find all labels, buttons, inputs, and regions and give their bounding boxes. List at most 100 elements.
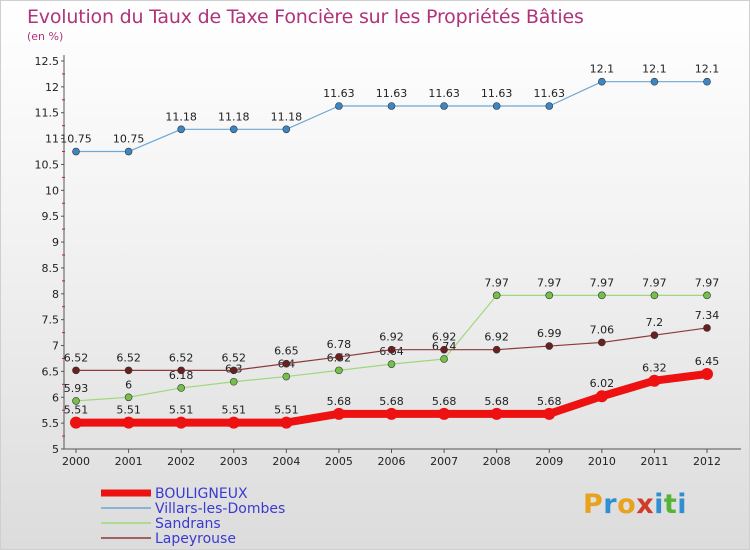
y-tick-label: 8.5 [42, 262, 60, 275]
chart-title: Evolution du Taux de Taxe Foncière sur l… [27, 6, 584, 28]
x-tick-label: 2002 [167, 455, 195, 468]
data-label: 11.63 [534, 87, 566, 100]
data-point [545, 102, 554, 110]
data-label: 6.52 [64, 351, 89, 364]
x-tick-label: 2003 [220, 455, 248, 468]
data-label: 6.99 [537, 327, 562, 340]
data-point [492, 102, 501, 110]
data-point [545, 291, 554, 300]
data-point [387, 345, 396, 354]
data-point [122, 416, 135, 429]
x-tick-label: 2009 [535, 455, 563, 468]
data-label: 6.32 [642, 362, 667, 375]
data-point [440, 102, 448, 110]
data-label: 5.51 [64, 404, 89, 417]
data-point [703, 77, 711, 86]
data-label: 6.52 [169, 351, 194, 364]
y-tick-label: 12 [45, 81, 59, 94]
legend-label: Villars-les-Dombes [155, 501, 285, 517]
data-point [440, 345, 448, 354]
data-label: 6.78 [327, 338, 352, 351]
data-label: 12.1 [695, 63, 720, 76]
y-tick-label: 8 [52, 288, 59, 301]
data-label: 5.68 [484, 395, 509, 408]
data-point [492, 291, 501, 300]
data-label: 5.93 [64, 382, 89, 395]
data-point [598, 338, 606, 347]
data-label: 11.63 [428, 87, 460, 100]
y-tick-label: 7.5 [42, 314, 60, 327]
data-point [227, 416, 240, 429]
data-label: 7.97 [695, 276, 720, 289]
unit-label: (en %) [27, 30, 64, 43]
data-point [175, 416, 188, 429]
logo-letter: r [603, 489, 618, 520]
data-label: 6.18 [169, 369, 194, 382]
data-point [335, 102, 343, 110]
data-point [438, 407, 451, 420]
data-point [177, 384, 185, 392]
data-label: 5.51 [116, 404, 141, 417]
x-tick-label: 2010 [588, 455, 616, 468]
data-point [177, 366, 185, 375]
data-label: 11.63 [376, 87, 408, 100]
data-point [72, 366, 80, 375]
data-label: 6.02 [590, 377, 615, 390]
data-point [124, 393, 133, 402]
data-label: 11.18 [271, 110, 303, 123]
data-label: 5.68 [327, 395, 352, 408]
data-label: 6.92 [432, 331, 457, 344]
data-point [124, 366, 133, 375]
data-label: 5.51 [169, 404, 194, 417]
y-tick-label: 9.5 [42, 210, 60, 223]
data-point [177, 125, 185, 134]
data-label: 6.52 [222, 351, 247, 364]
x-tick-label: 2007 [430, 455, 458, 468]
data-label: 11.63 [481, 87, 513, 100]
data-point [701, 367, 713, 380]
data-point [490, 407, 503, 420]
logo-letter: t [663, 489, 678, 520]
data-point [598, 291, 606, 300]
legend-label: BOULIGNEUX [155, 486, 248, 502]
data-point [335, 353, 343, 361]
data-point [282, 359, 291, 368]
logo-letter: x [636, 489, 655, 520]
data-point [650, 77, 659, 86]
data-label: 11.63 [323, 87, 355, 100]
y-tick-label: 6.5 [42, 365, 60, 378]
y-tick-label: 9 [52, 236, 59, 249]
y-tick-label: 12.5 [35, 55, 60, 68]
data-point [72, 397, 80, 405]
data-label: 7.06 [590, 323, 615, 336]
legend-label: Sandrans [155, 516, 221, 532]
data-point [703, 291, 711, 300]
x-tick-label: 2000 [62, 455, 90, 468]
logo-letter: o [617, 489, 637, 520]
data-label: 5.51 [274, 404, 299, 417]
x-tick-label: 2001 [115, 455, 143, 468]
data-point [229, 377, 238, 386]
data-label: 7.97 [537, 276, 562, 289]
data-point [70, 416, 82, 429]
data-label: 6 [125, 378, 132, 391]
data-point [282, 125, 291, 134]
data-label: 6.45 [695, 355, 720, 368]
data-label: 6.92 [379, 331, 404, 344]
data-point [595, 390, 608, 403]
data-label: 7.97 [590, 276, 615, 289]
data-point [229, 366, 238, 375]
data-point [387, 360, 396, 368]
legend-label: Lapeyrouse [155, 531, 236, 547]
logo-letter: i [677, 489, 688, 520]
data-label: 10.75 [60, 133, 92, 146]
data-point [282, 372, 291, 381]
y-tick-label: 5 [52, 443, 59, 456]
x-tick-label: 2005 [325, 455, 353, 468]
data-label: 7.34 [695, 309, 720, 322]
data-point [332, 407, 345, 420]
data-point [648, 374, 661, 387]
x-tick-label: 2008 [483, 455, 511, 468]
